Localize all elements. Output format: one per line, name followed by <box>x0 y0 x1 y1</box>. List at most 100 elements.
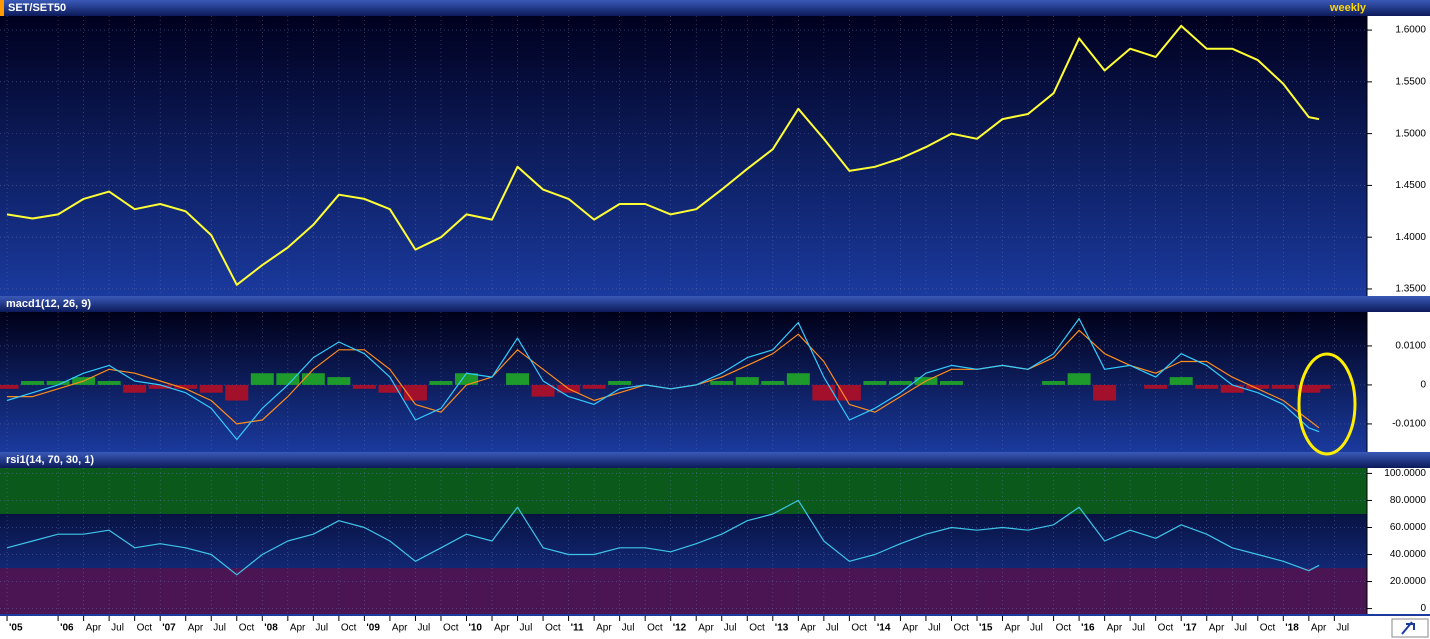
x-tick-label: Apr <box>596 623 612 634</box>
y-tick-label: 1.5500 <box>1395 76 1426 87</box>
x-tick-label: Apr <box>1311 623 1327 634</box>
y-tick-label: 100.0000 <box>1384 468 1426 479</box>
x-tick-label: Apr <box>494 623 510 634</box>
x-tick-label: '16 <box>1081 623 1095 634</box>
x-tick-label: Oct <box>137 623 153 634</box>
x-tick-label: '15 <box>979 623 993 634</box>
histogram-bar <box>1169 377 1193 385</box>
x-tick-label: Jul <box>1336 623 1349 634</box>
x-tick-label: Jul <box>1030 623 1043 634</box>
y-tick-label: 60.0000 <box>1390 522 1427 533</box>
panel-header <box>0 296 1430 312</box>
x-tick-label: Apr <box>902 623 918 634</box>
series-line <box>6 318 1320 441</box>
histogram-bar <box>46 381 70 385</box>
price-panel <box>0 16 1367 296</box>
histogram-bar <box>582 384 606 389</box>
histogram-bar <box>429 381 453 385</box>
histogram-bar <box>0 384 19 389</box>
x-tick-label: Oct <box>341 623 357 634</box>
x-tick-label: Jul <box>520 623 533 634</box>
panel-title: rsi1(14, 70, 30, 1) <box>6 454 94 466</box>
x-tick-label: Oct <box>545 623 561 634</box>
histogram-bar <box>97 381 121 385</box>
panel-header <box>0 452 1430 468</box>
x-tick-label: '05 <box>9 623 23 634</box>
histogram-bar <box>250 373 274 385</box>
y-tick-label: 1.5000 <box>1395 128 1426 139</box>
macd-panel <box>0 312 1367 452</box>
histogram-bar <box>608 381 632 385</box>
header-marker <box>0 0 4 16</box>
y-tick-label: 20.0000 <box>1390 576 1427 587</box>
histogram-bar <box>276 373 300 385</box>
series-line <box>6 24 1320 286</box>
y-tick-label: 40.0000 <box>1390 549 1427 560</box>
y-tick-label: 1.4500 <box>1395 180 1426 191</box>
histogram-bar <box>506 373 530 385</box>
x-tick-label: Apr <box>1209 623 1225 634</box>
histogram-bar <box>174 384 198 389</box>
x-tick-label: Oct <box>647 623 663 634</box>
histogram-bar <box>301 373 325 385</box>
x-tick-label: '18 <box>1285 623 1299 634</box>
y-tick-label: 1.4000 <box>1395 232 1426 243</box>
x-tick-label: '14 <box>877 623 891 634</box>
x-tick-label: Oct <box>239 623 255 634</box>
x-tick-label: Apr <box>392 623 408 634</box>
histogram-bar <box>1195 384 1219 389</box>
x-tick-label: Jul <box>1234 623 1247 634</box>
x-tick-label: Jul <box>417 623 430 634</box>
y-tick-label: 1.6000 <box>1395 25 1426 36</box>
histogram-bar <box>148 384 172 389</box>
x-tick-label: '11 <box>571 623 584 634</box>
histogram-bar <box>735 377 759 385</box>
histogram-bar <box>378 384 402 393</box>
histogram-bar <box>21 381 45 385</box>
x-tick-label: '17 <box>1183 623 1197 634</box>
x-tick-label: Oct <box>749 623 765 634</box>
x-tick-label: Apr <box>1005 623 1021 634</box>
histogram-bar <box>1246 384 1270 389</box>
x-tick-label: '06 <box>60 623 74 634</box>
corner-button[interactable] <box>1391 618 1429 638</box>
histogram-bar <box>1093 384 1117 401</box>
plots: 1.3500 1.4000 1.4500 1.5000 1.5500 1.6000 -0.0… <box>0 16 1426 634</box>
y-tick-label: 80.0000 <box>1390 495 1427 506</box>
y-tick-label: 0.0100 <box>1395 341 1426 352</box>
y-tick-label: 0 <box>1420 380 1426 391</box>
x-tick-label: Jul <box>315 623 328 634</box>
x-tick-label: Jul <box>111 623 124 634</box>
annotation-ellipse <box>1297 352 1357 456</box>
histogram-bar <box>863 381 887 385</box>
x-tick-label: '09 <box>366 623 380 634</box>
y-tick-label: 0 <box>1420 603 1426 614</box>
y-tick-label: -0.0100 <box>1392 419 1426 430</box>
chart-title: SET/SET50 <box>8 2 66 14</box>
x-tick-label: Jul <box>1132 623 1145 634</box>
histogram-bar <box>1067 373 1091 385</box>
histogram-bar <box>786 373 810 385</box>
y-tick-label: 1.3500 <box>1395 284 1426 295</box>
axis-border <box>0 614 1430 616</box>
histogram-bar <box>1144 384 1168 389</box>
x-tick-label: Jul <box>724 623 737 634</box>
corner-icon <box>1401 621 1415 635</box>
x-tick-label: Oct <box>1056 623 1072 634</box>
histogram-bar <box>761 381 785 385</box>
panel-header <box>0 0 1430 16</box>
histogram-bar <box>123 384 147 393</box>
x-tick-label: Apr <box>290 623 306 634</box>
x-tick-label: Apr <box>86 623 102 634</box>
histogram-bar <box>327 377 351 385</box>
x-tick-label: Apr <box>698 623 714 634</box>
histogram-bar <box>225 384 249 401</box>
x-tick-label: Oct <box>1260 623 1276 634</box>
histogram-bar <box>1220 384 1244 393</box>
x-tick-label: '08 <box>264 623 278 634</box>
histogram-bar <box>1042 381 1066 385</box>
x-tick-label: '07 <box>162 623 176 634</box>
x-tick-label: Oct <box>443 623 459 634</box>
x-tick-label: Apr <box>188 623 204 634</box>
